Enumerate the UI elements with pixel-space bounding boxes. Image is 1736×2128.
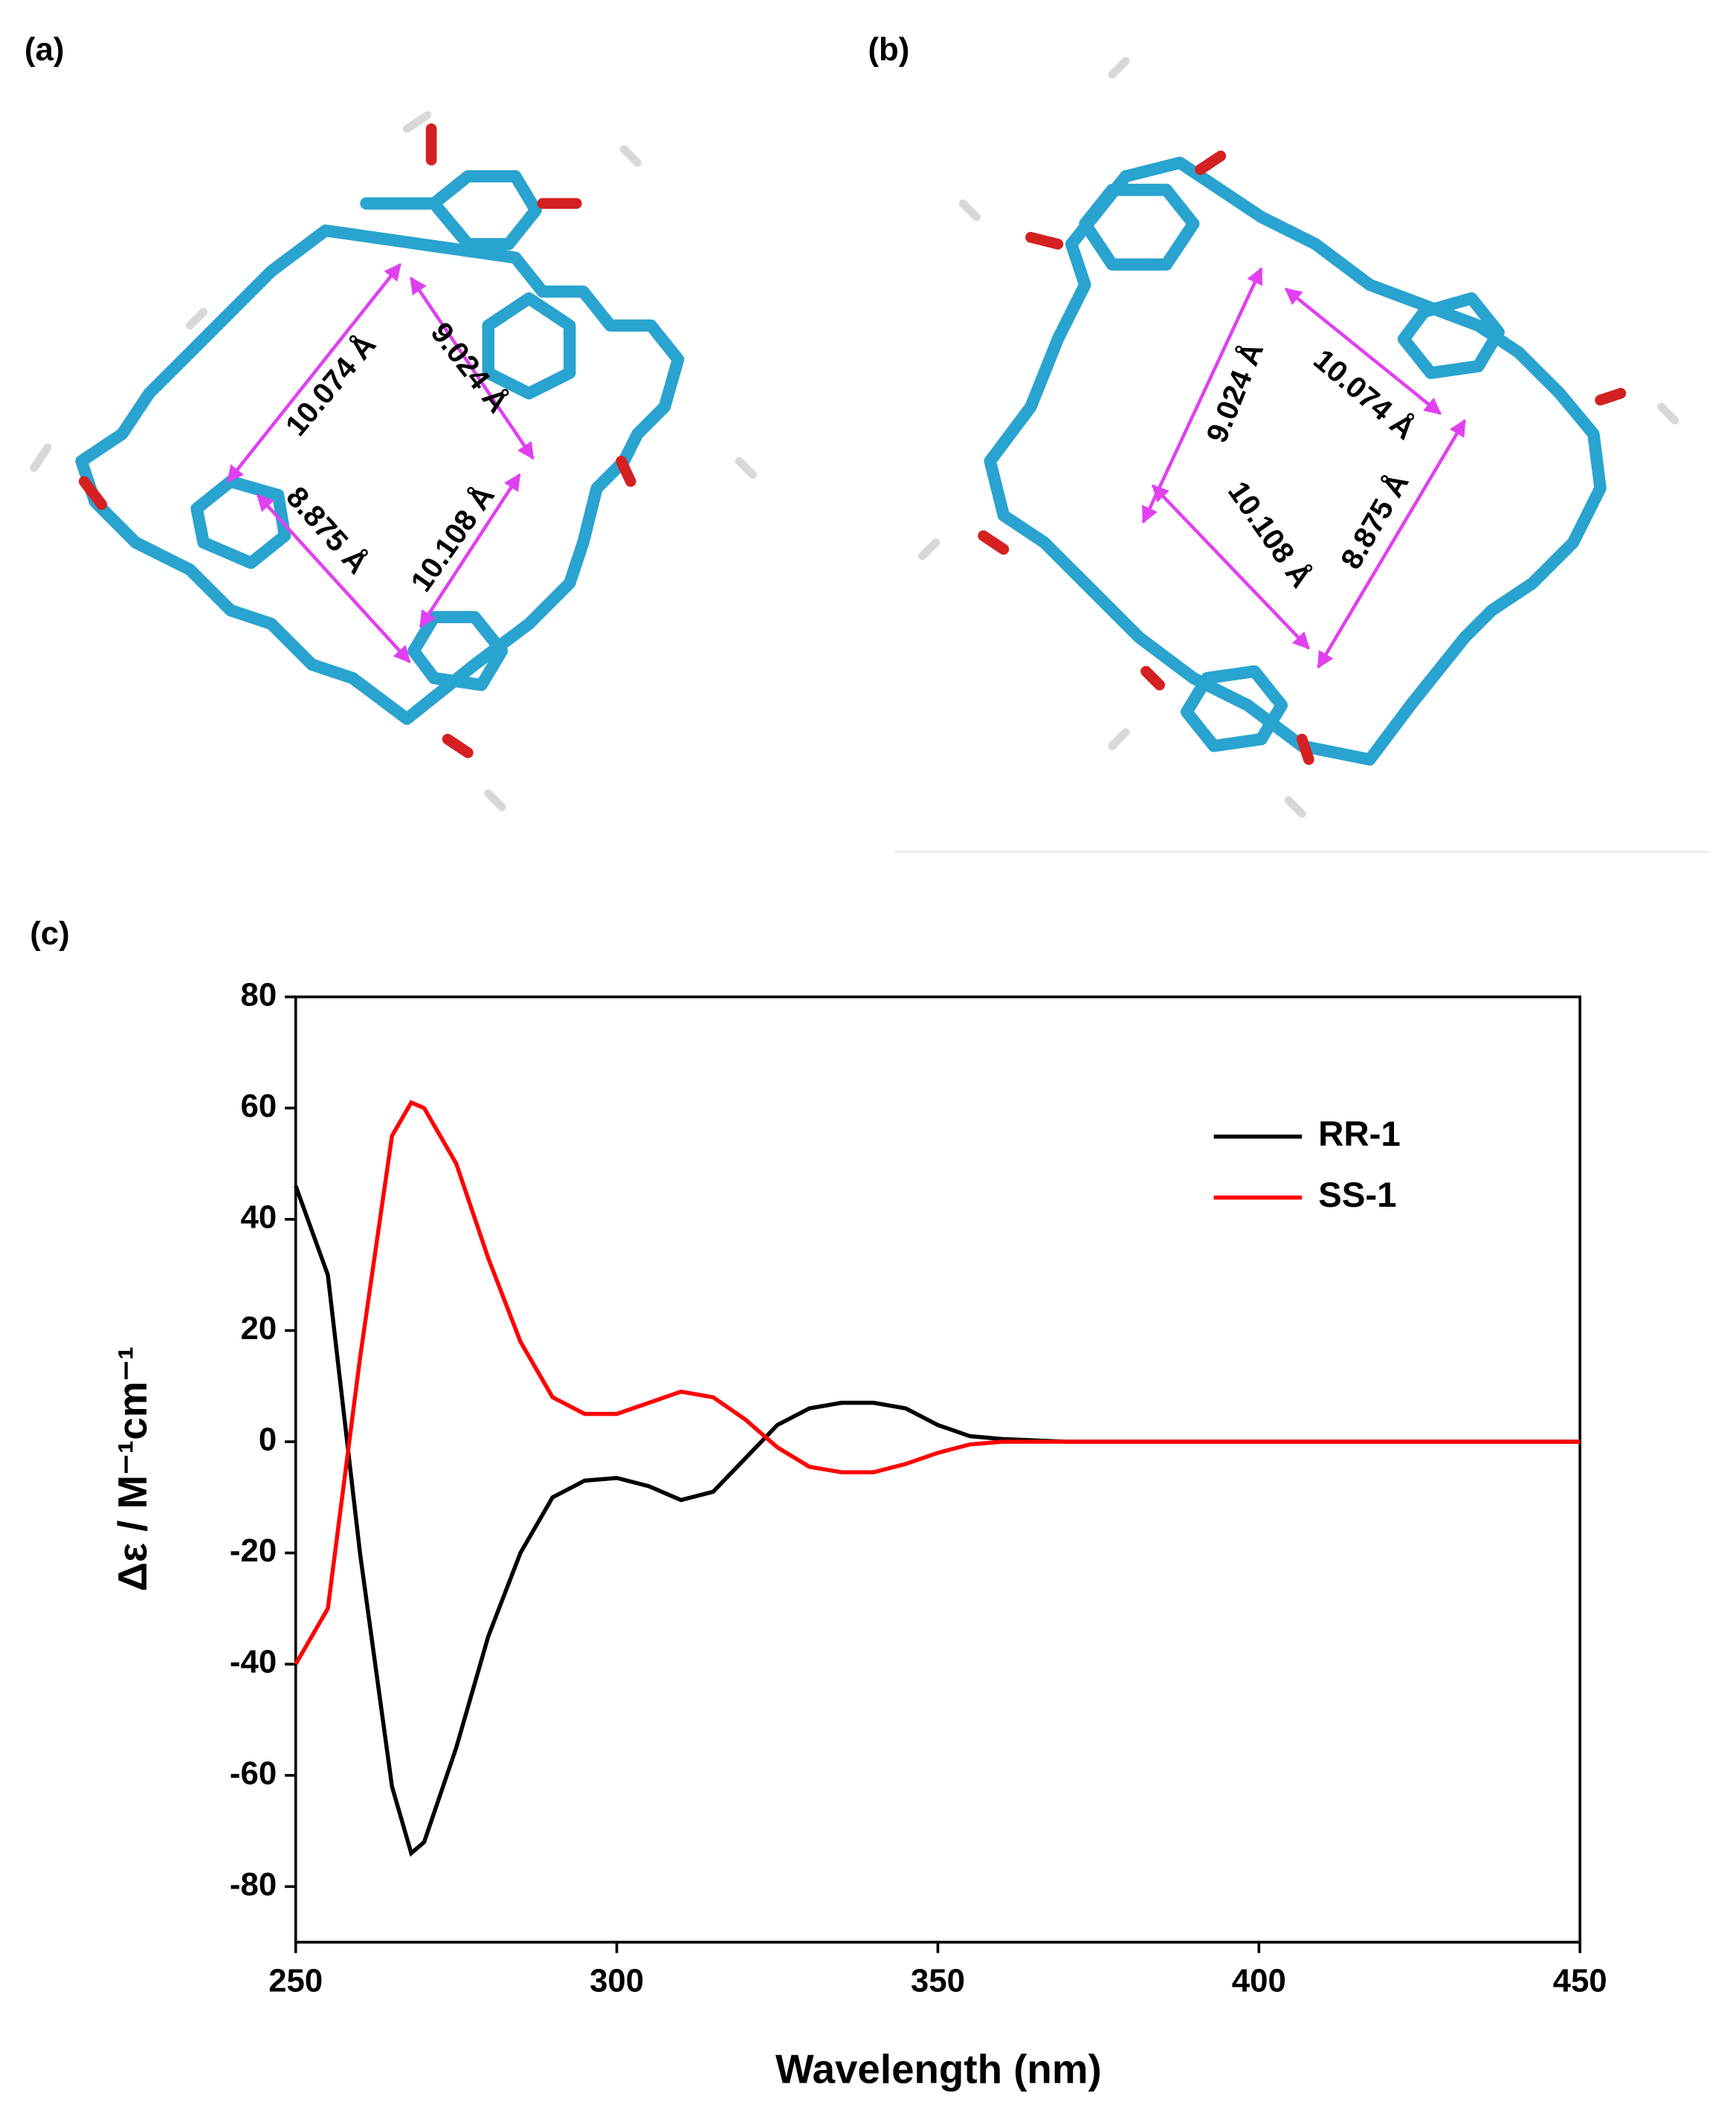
y-tick-label: -60 xyxy=(230,1755,277,1791)
y-tick-label: 40 xyxy=(241,1199,277,1235)
distance-label: 8.875 Å xyxy=(280,480,374,581)
data-line xyxy=(294,1185,1581,1857)
x-tick-label: 400 xyxy=(1232,1962,1286,1999)
x-axis-label: Wavelength (nm) xyxy=(775,2046,1102,2092)
chart: Wavelength (nm) Δε / M⁻¹cm⁻¹ -80 -60 -40 -2… xyxy=(109,976,1607,2092)
legend-label: RR-1 xyxy=(1318,1115,1401,1154)
distance-label: 10.108 Å xyxy=(1222,475,1318,593)
y-tick-label: -80 xyxy=(230,1866,277,1903)
distance-arrow xyxy=(1141,267,1263,524)
distance-arrow xyxy=(226,262,401,483)
distance-arrow xyxy=(1317,419,1467,669)
y-axis-label: Δε / M⁻¹cm⁻¹ xyxy=(109,1347,155,1592)
distance-arrow xyxy=(1151,484,1310,650)
y-tick-label: 20 xyxy=(241,1310,277,1347)
x-tick-label: 250 xyxy=(268,1962,323,1999)
y-tick-label: -40 xyxy=(230,1644,277,1680)
x-tick-label: 300 xyxy=(590,1962,644,1999)
panel-label: (a) xyxy=(25,31,64,68)
distance-arrow xyxy=(256,494,411,663)
y-tick-label: 60 xyxy=(241,1088,277,1124)
distance-arrow xyxy=(419,473,521,628)
data-line xyxy=(294,1100,1581,1666)
y-tick-label: -20 xyxy=(230,1532,277,1569)
y-tick-label: 0 xyxy=(259,1422,277,1458)
distance-arrow xyxy=(1284,287,1442,416)
distance-label: 9.024 Å xyxy=(425,316,515,419)
molecule-b xyxy=(917,57,1679,818)
panel-label: (c) xyxy=(30,915,70,952)
x-tick-label: 450 xyxy=(1553,1962,1607,1999)
distance-label: 9.024 Å xyxy=(1200,338,1270,447)
y-tick-label: 80 xyxy=(241,976,277,1013)
x-tick-label: 350 xyxy=(911,1962,965,1999)
panel-label: (b) xyxy=(868,31,909,68)
distance-label: 10.074 Å xyxy=(1307,343,1422,446)
molecule-a xyxy=(30,111,757,811)
distance-arrow xyxy=(409,277,535,460)
legend-label: SS-1 xyxy=(1318,1176,1396,1215)
distance-label: 10.074 Å xyxy=(279,328,382,442)
